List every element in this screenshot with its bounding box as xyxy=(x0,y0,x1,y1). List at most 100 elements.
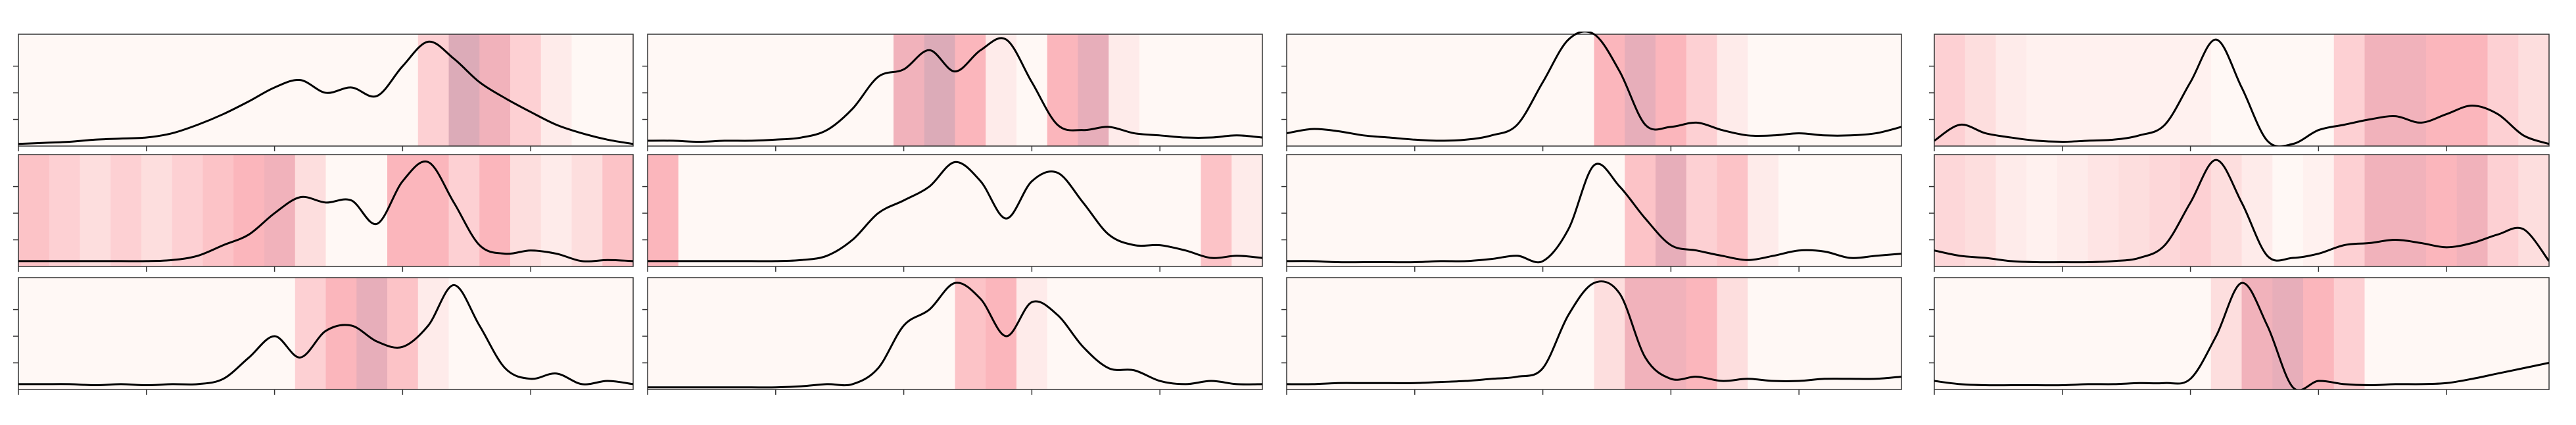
heat-cell xyxy=(2333,34,2366,146)
heat-cell xyxy=(863,155,894,266)
heat-cell xyxy=(924,278,956,389)
heat-cell xyxy=(1594,34,1625,146)
heat-cell xyxy=(2395,34,2427,146)
plot-frame xyxy=(647,277,1263,390)
heat-cell xyxy=(2456,278,2489,389)
heat-cell xyxy=(325,155,357,266)
heat-cell xyxy=(49,278,81,389)
heat-cell xyxy=(2518,34,2550,146)
heat-cell xyxy=(648,278,679,389)
line xyxy=(1934,38,2549,146)
heat-cell xyxy=(1563,278,1595,389)
heat-cell xyxy=(1471,34,1502,146)
line xyxy=(648,282,1262,389)
heat-cell xyxy=(2057,34,2089,146)
line xyxy=(1287,32,1901,142)
heat-cell xyxy=(1471,278,1502,389)
heat-cell xyxy=(2272,34,2304,146)
heat-cell xyxy=(1016,278,1048,389)
heat-cell xyxy=(2333,278,2366,389)
heat-cell xyxy=(1379,155,1410,266)
heat-cell xyxy=(1995,34,2027,146)
heat-cell xyxy=(740,155,771,266)
heat-cell xyxy=(2026,155,2058,266)
heat-cell xyxy=(1840,278,1871,389)
heat-cell xyxy=(80,34,111,146)
heat-cell xyxy=(894,34,925,146)
heat-cell xyxy=(2303,155,2335,266)
heat-cell xyxy=(80,278,111,389)
heat-cell xyxy=(801,278,833,389)
heat-cell xyxy=(1287,278,1318,389)
heat-cell xyxy=(2118,34,2150,146)
heat-cell xyxy=(387,34,419,146)
heat-cell xyxy=(18,155,50,266)
heat-cell xyxy=(1410,278,1441,389)
heat-cell xyxy=(986,155,1017,266)
heat-cell xyxy=(2272,278,2304,389)
plot-frame xyxy=(1934,154,2550,267)
heat-cell xyxy=(325,278,357,389)
heat-cell xyxy=(2210,155,2243,266)
heat-cell xyxy=(709,155,740,266)
heat-cell xyxy=(295,34,327,146)
heat-cell xyxy=(771,278,802,389)
heat-cell xyxy=(1563,34,1595,146)
heat-cell xyxy=(602,278,634,389)
heat-cell xyxy=(1533,155,1564,266)
heat-cell xyxy=(387,155,419,266)
heat-cell xyxy=(510,155,542,266)
heat-cell xyxy=(80,155,111,266)
heat-cell xyxy=(540,278,573,389)
heat-cell xyxy=(1840,34,1871,146)
heat-cell xyxy=(709,278,740,389)
heat-cell xyxy=(233,34,265,146)
heat-cell xyxy=(1965,155,1997,266)
heat-cell xyxy=(602,34,634,146)
heat-cell xyxy=(1778,155,1810,266)
heat-cell xyxy=(2456,34,2489,146)
line xyxy=(648,37,1262,143)
heat-cell xyxy=(2057,278,2089,389)
heat-cell xyxy=(233,278,265,389)
heat-cell xyxy=(2118,155,2150,266)
heat-cell xyxy=(2241,34,2273,146)
heat-cell xyxy=(141,278,173,389)
heat-cell xyxy=(1840,155,1871,266)
heat-cell xyxy=(740,278,771,389)
heat-cell xyxy=(479,34,511,146)
heat-cell xyxy=(49,34,81,146)
heat-cell xyxy=(540,34,573,146)
heat-cell xyxy=(1502,34,1533,146)
heat-cell xyxy=(2426,34,2458,146)
heat-cell xyxy=(1686,155,1718,266)
heat-cell xyxy=(1995,155,2027,266)
plot-frame xyxy=(18,34,634,147)
heat-cell xyxy=(571,34,603,146)
heat-cell xyxy=(678,278,710,389)
line xyxy=(18,160,633,262)
heat-cell xyxy=(2364,278,2396,389)
heat-cell xyxy=(203,155,234,266)
heat-cell xyxy=(2087,34,2120,146)
heat-cell xyxy=(832,34,863,146)
heat-cell xyxy=(2180,278,2212,389)
heat-cell xyxy=(1809,34,1841,146)
heat-cell xyxy=(356,34,388,146)
heat-cell xyxy=(894,155,925,266)
heat-cell xyxy=(1016,155,1048,266)
heat-cell xyxy=(1078,155,1109,266)
heat-cell xyxy=(18,34,50,146)
heat-cell xyxy=(709,34,740,146)
heat-cell xyxy=(1201,34,1232,146)
heat-cell xyxy=(2087,278,2120,389)
heat-cell xyxy=(1201,278,1232,389)
heat-cell xyxy=(1170,278,1202,389)
heat-cell xyxy=(233,155,265,266)
heat-cell xyxy=(1047,155,1079,266)
heat-cell xyxy=(1656,278,1687,389)
heat-cell xyxy=(2118,278,2150,389)
heat-cell xyxy=(510,34,542,146)
heat-cell xyxy=(1078,278,1109,389)
heat-cell xyxy=(924,155,956,266)
